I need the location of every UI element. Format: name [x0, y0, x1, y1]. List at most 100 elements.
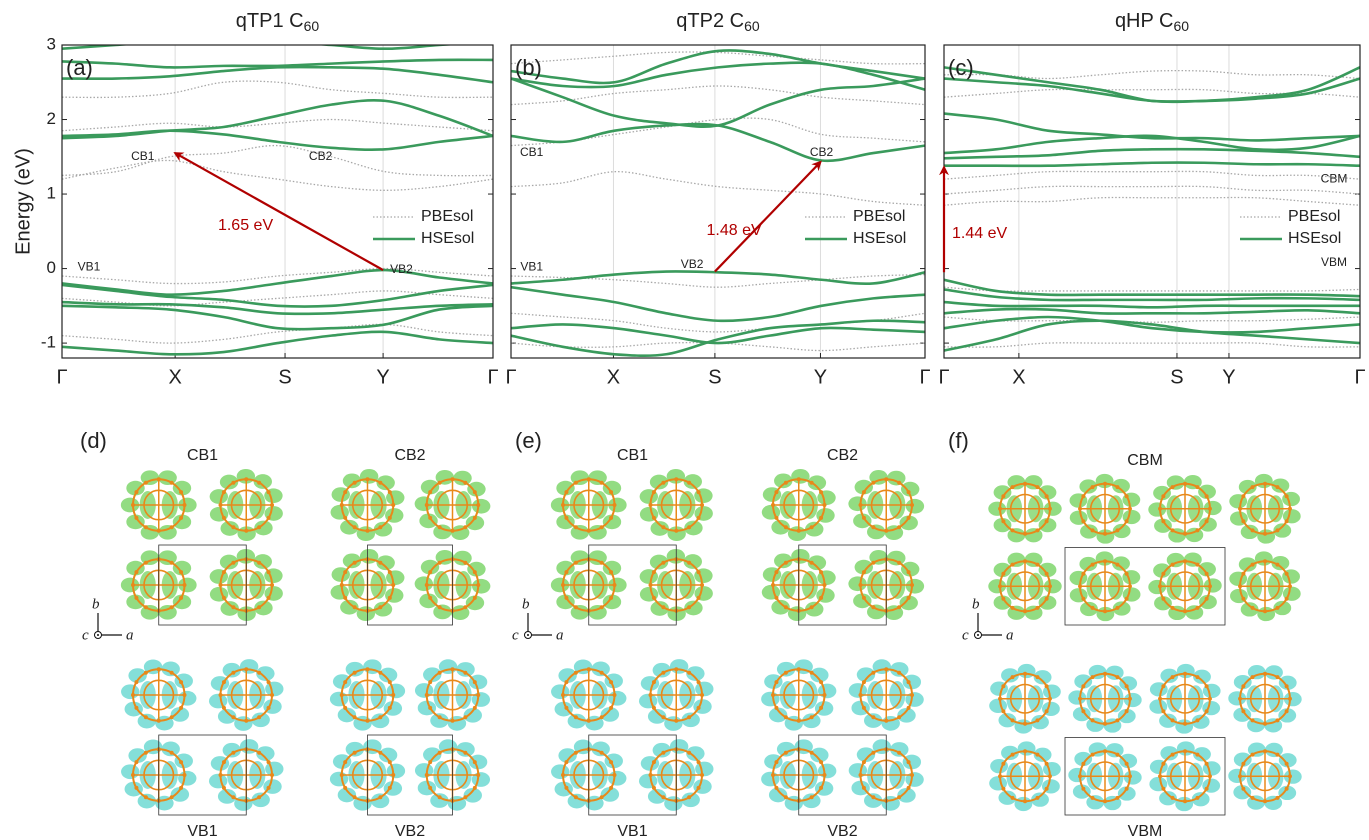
orbital-image [762, 469, 924, 625]
band-label: CB1 [131, 149, 155, 163]
x-tick-label: Γ [1354, 366, 1365, 388]
band-label: CB2 [309, 149, 333, 163]
orbital-image [121, 469, 283, 625]
band-label: VB1 [520, 259, 543, 273]
band-panel: qHP C60ΓXSYΓ(c)CBMVBM1.44 eVPBEsolHSEsol [938, 10, 1365, 388]
band-label: CB2 [810, 145, 834, 159]
band-line [62, 81, 493, 97]
panel-label: (d) [80, 428, 107, 453]
axis-label: c [82, 627, 89, 643]
band-label: VBM [1321, 255, 1347, 269]
y-tick-label: 2 [47, 109, 56, 128]
x-tick-label: S [708, 366, 721, 388]
orbital-image [989, 664, 1302, 815]
image-caption: VB2 [395, 823, 425, 840]
band-line [944, 171, 1360, 179]
axis-label: a [126, 627, 134, 643]
gap-arrow [715, 162, 821, 272]
orbital-image [551, 469, 713, 625]
band-line [62, 160, 493, 190]
legend-label: PBEsol [853, 208, 905, 225]
axis-label: b [522, 596, 530, 612]
x-tick-label: Γ [505, 366, 516, 388]
legend-label: PBEsol [1288, 208, 1340, 225]
x-tick-label: Y [1222, 366, 1235, 388]
band-line [62, 120, 493, 131]
band-line [944, 186, 1360, 194]
y-tick-label: 0 [47, 258, 56, 277]
x-tick-label: Γ [919, 366, 930, 388]
band-line [944, 67, 1360, 102]
gap-label: 1.48 eV [707, 222, 762, 239]
band-line [62, 67, 493, 82]
gap-arrow [175, 153, 383, 270]
orbital-image [330, 659, 490, 815]
band-line [944, 287, 1360, 291]
y-tick-label: 1 [47, 184, 56, 203]
legend-label: HSEsol [421, 230, 474, 247]
band-line [511, 275, 925, 288]
band-line [511, 271, 925, 283]
gap-label: 1.44 eV [952, 225, 1007, 242]
gap-label: 1.65 eV [218, 217, 273, 234]
x-tick-label: Γ [56, 366, 67, 388]
band-line [511, 52, 925, 64]
image-caption: VB1 [617, 823, 647, 840]
panel-label: (e) [515, 428, 542, 453]
panel-label: (b) [515, 55, 542, 80]
title-subscript: 60 [304, 18, 320, 34]
orbital-image [121, 659, 283, 815]
orbital-image [331, 469, 491, 625]
legend-label: HSEsol [1288, 230, 1341, 247]
band-line [944, 302, 1360, 307]
plot-frame [511, 45, 925, 358]
axis-label: c [512, 627, 519, 643]
band-line [62, 146, 493, 176]
axis-label: a [1006, 627, 1014, 643]
band-line [511, 124, 925, 161]
panel-label: (f) [948, 428, 969, 453]
band-line [944, 197, 1360, 205]
band-line [944, 163, 1360, 166]
panel-title: qTP1 C60 [236, 10, 320, 33]
axis-dot [977, 634, 979, 636]
x-tick-label: X [168, 366, 181, 388]
bands [62, 41, 493, 354]
band-label: VB2 [390, 262, 413, 276]
image-caption: CB2 [827, 447, 858, 464]
title-subscript: 60 [744, 18, 760, 34]
image-caption: CB1 [187, 447, 218, 464]
title-subscript: 60 [1173, 18, 1189, 34]
panel-label: (a) [66, 55, 93, 80]
x-tick-label: Y [376, 366, 389, 388]
band-line [944, 79, 1360, 102]
axis-label: b [92, 596, 100, 612]
image-caption: CBM [1127, 452, 1163, 469]
legend-label: HSEsol [853, 230, 906, 247]
x-tick-label: X [1012, 366, 1025, 388]
band-line [944, 149, 1360, 158]
panel-title: qHP C60 [1115, 10, 1189, 33]
orbital-image [761, 659, 924, 815]
title-text: qTP1 C [236, 10, 304, 32]
bands [511, 50, 925, 355]
axis-dot [527, 634, 529, 636]
panel-label: (c) [948, 55, 974, 80]
x-tick-label: Γ [487, 366, 498, 388]
title-text: qHP C [1115, 10, 1174, 32]
band-line [62, 131, 493, 150]
y-tick-label: 3 [47, 34, 56, 53]
x-tick-label: Y [814, 366, 827, 388]
image-caption: CB1 [617, 447, 648, 464]
legend-label: PBEsol [421, 208, 473, 225]
axis-dot [97, 634, 99, 636]
orbital-image [551, 659, 713, 815]
y-tick-label: -1 [41, 333, 56, 352]
band-line [511, 287, 925, 321]
image-caption: VBM [1128, 823, 1163, 840]
orbital-image [988, 474, 1300, 625]
band-label: VB1 [78, 259, 101, 273]
axis-label: b [972, 596, 980, 612]
x-tick-label: Γ [938, 366, 949, 388]
